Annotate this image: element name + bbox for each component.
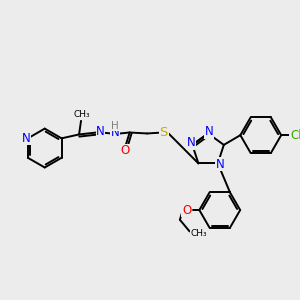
Text: CH₃: CH₃ <box>190 229 207 238</box>
Text: O: O <box>182 204 191 217</box>
Text: O: O <box>120 145 129 158</box>
Text: S: S <box>160 126 168 139</box>
Text: Cl: Cl <box>290 129 300 142</box>
Text: N: N <box>187 136 196 149</box>
Text: N: N <box>215 158 224 171</box>
Text: N: N <box>22 132 30 145</box>
Text: H: H <box>111 121 119 131</box>
Text: CH₃: CH₃ <box>74 110 90 119</box>
Text: N: N <box>96 125 105 138</box>
Text: N: N <box>205 125 213 138</box>
Text: N: N <box>111 126 119 139</box>
